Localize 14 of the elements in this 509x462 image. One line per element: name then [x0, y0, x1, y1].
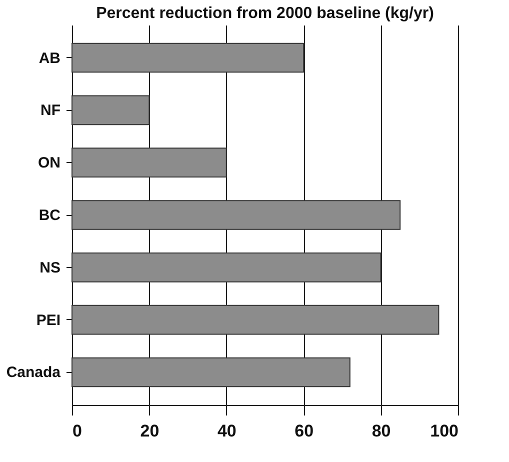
x-tick-label: 20 [140, 422, 160, 440]
x-tick-label: 40 [217, 422, 236, 440]
x-tick-label: 60 [294, 422, 314, 440]
chart-title: Percent reduction from 2000 baseline (kg/yr) [96, 5, 434, 22]
y-tick-label: NF [40, 102, 60, 120]
x-tick-label: 80 [372, 422, 391, 440]
x-tick-label: 0 [72, 422, 82, 440]
y-tick-label: AB [38, 50, 61, 67]
y-tick-label: PEI [36, 312, 60, 329]
y-tick-label: Canada [6, 364, 62, 382]
y-tick-label: NS [40, 259, 60, 276]
y-tick-label: ON [38, 154, 60, 172]
y-tick-label: BC [38, 207, 61, 224]
x-tick-label: 100 [430, 422, 458, 440]
